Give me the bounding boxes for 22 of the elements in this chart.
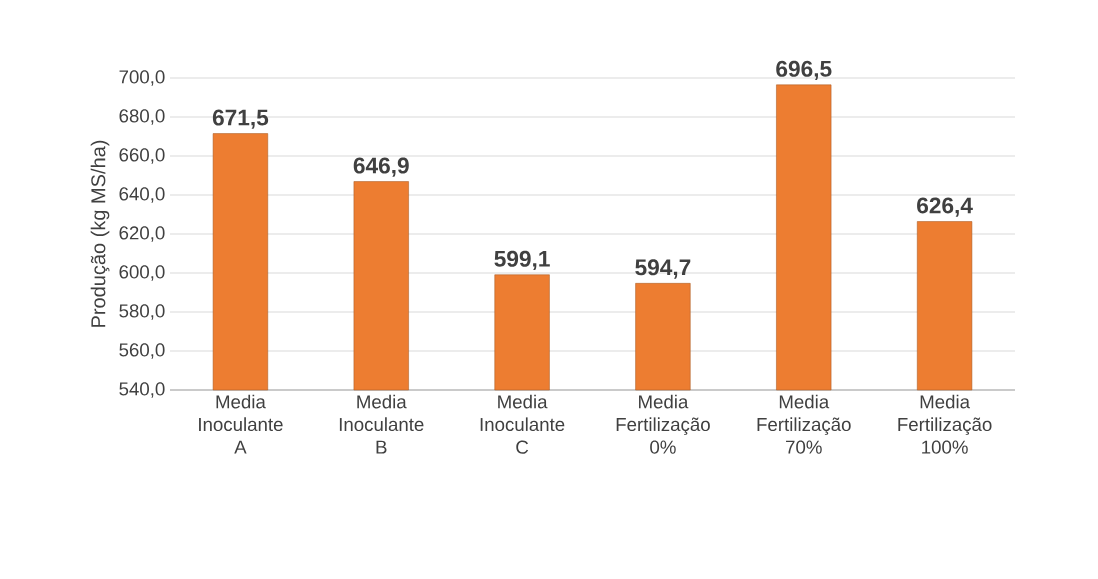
y-tick-label: 700,0 [119,70,165,86]
y-tick-label: 640,0 [119,187,165,203]
data-label: 594,7 [635,259,691,279]
data-label: 646,9 [353,157,409,177]
x-tick-label: Media Fertilização 100% [898,394,992,454]
x-tick-label: Media Inoculante C [480,394,565,454]
y-axis-title: Produção (kg MS/ha) [90,140,110,327]
x-tick-label: Media Inoculante A [199,394,283,454]
data-label: 696,5 [776,60,832,81]
x-tick-label: Media Inoculante B [339,394,424,454]
data-label: 626,4 [917,197,973,217]
x-tick-label: Media Fertilização 0% [616,394,710,454]
y-tick-label: 560,0 [119,343,165,359]
y-tick-label: 580,0 [119,304,165,320]
y-tick-label: 620,0 [119,226,165,242]
y-tick-label: 600,0 [119,265,165,281]
y-tick-label: 680,0 [119,109,165,125]
y-tick-label: 660,0 [119,148,165,164]
data-label: 599,1 [494,250,550,271]
x-tick-label: Media Fertilização 70% [757,394,851,454]
data-label: 671,5 [212,109,269,129]
y-tick-label: 540,0 [119,382,165,398]
